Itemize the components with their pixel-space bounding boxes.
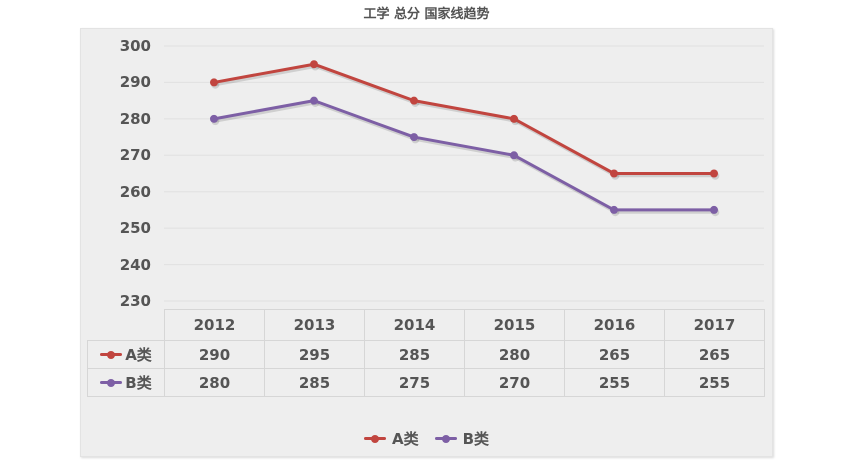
series-marker-icon (107, 378, 116, 387)
table-row: A类 290 295 285 280 265 265 (87, 340, 765, 369)
table-cell: 285 (364, 340, 465, 369)
y-axis-tick-label: 230 (119, 292, 151, 310)
chart-title: 工学 总分 国家线趋势 (363, 7, 490, 22)
data-table-header-row: 2012 2013 2014 2015 2016 2017 (88, 309, 765, 341)
y-axis-tick-label: 300 (119, 37, 151, 55)
table-cell: 265 (664, 340, 765, 369)
year-column-header: 2016 (564, 309, 665, 341)
table-cell: 275 (364, 368, 465, 397)
series-marker-icon (370, 434, 379, 443)
legend-item-a: A类 (363, 428, 419, 449)
series-marker (410, 133, 418, 142)
table-corner-cell (88, 310, 165, 341)
series-key-cell: B类 (87, 368, 165, 397)
series-marker (710, 169, 718, 178)
series-line (213, 101, 717, 214)
series-marker (510, 151, 518, 160)
series-b-key-icon (100, 378, 123, 387)
year-column-header: 2017 (664, 309, 765, 341)
table-cell: 270 (464, 368, 565, 397)
series-a-key-icon (100, 350, 123, 359)
series-marker (310, 96, 318, 105)
year-column-header: 2012 (164, 309, 265, 341)
table-cell: 285 (264, 368, 365, 397)
y-axis-tick-label: 250 (119, 219, 151, 238)
series-line (212, 99, 716, 212)
y-axis-tick-label: 270 (119, 146, 151, 165)
y-axis-tick-label: 290 (119, 73, 151, 92)
series-name-label: A类 (125, 346, 152, 364)
year-column-header: 2014 (364, 309, 465, 341)
series-b-shadow (211, 98, 720, 217)
series-line (212, 62, 716, 175)
year-column-header: 2015 (464, 309, 565, 341)
series-marker (210, 114, 218, 123)
series-marker-icon (107, 350, 116, 359)
series-key-cell: A类 (87, 340, 165, 369)
table-cell: 280 (464, 340, 565, 369)
data-table: 2012 2013 2014 2015 2016 2017 A类 290 295 285 280 26… (87, 309, 765, 397)
table-row: B类 280 285 275 270 255 255 (87, 368, 765, 397)
series-marker-icon (441, 434, 450, 443)
series-marker (610, 169, 618, 178)
y-axis-tick-label: 260 (119, 182, 151, 201)
series-b-key-icon (434, 434, 457, 443)
series-a-shadow (211, 62, 720, 180)
legend-label: A类 (391, 430, 419, 448)
series-marker (710, 205, 718, 214)
legend: A类 B类 (81, 428, 772, 449)
table-cell: 255 (564, 368, 665, 397)
y-axis-tick-label: 280 (119, 109, 151, 128)
table-cell: 290 (164, 340, 265, 369)
series-a-key-icon (363, 434, 386, 443)
series-marker (410, 96, 418, 105)
table-cell: 255 (664, 368, 765, 397)
series-a-line (210, 60, 718, 178)
series-marker (210, 78, 218, 87)
plot-area (164, 45, 764, 302)
year-column-header: 2013 (264, 309, 365, 341)
series-marker (510, 114, 518, 123)
y-axis-tick-label: 240 (119, 255, 151, 274)
series-name-label: B类 (125, 374, 152, 392)
table-cell: 280 (164, 368, 265, 397)
table-cell: 295 (264, 340, 365, 369)
series-marker (310, 60, 318, 69)
series-b-line (210, 96, 718, 214)
chart-panel: 300 290 280 270 260 250 240 230 2012 2013 2014 201… (80, 28, 773, 457)
legend-item-b: B类 (434, 428, 490, 449)
legend-label: B类 (462, 430, 490, 448)
series-line (213, 65, 717, 178)
table-cell: 265 (564, 340, 665, 369)
series-marker (610, 205, 618, 214)
